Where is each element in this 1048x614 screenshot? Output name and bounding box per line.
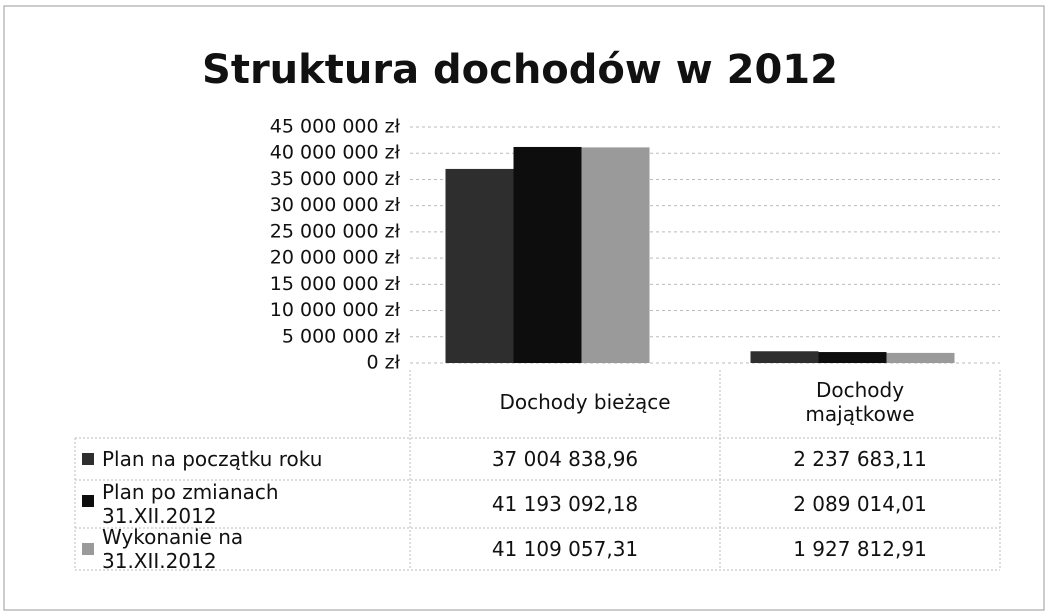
data-label: 1 927 812,91 bbox=[793, 537, 927, 561]
legend-label: Plan na początku roku bbox=[102, 447, 323, 471]
y-tick-label: 25 000 000 zł bbox=[270, 220, 401, 242]
chart-title: Struktura dochodów w 2012 bbox=[202, 47, 838, 93]
y-tick-label: 15 000 000 zł bbox=[270, 273, 401, 295]
y-tick-label: 10 000 000 zł bbox=[270, 299, 401, 321]
y-tick-label: 5 000 000 zł bbox=[282, 325, 401, 347]
bar bbox=[581, 147, 650, 363]
legend-label: Wykonanie na 31.XII.2012 bbox=[102, 525, 244, 573]
legend-label: Plan po zmianach 31.XII.2012 bbox=[102, 480, 279, 528]
y-tick-label: 45 000 000 zł bbox=[270, 116, 401, 138]
data-label: 2 089 014,01 bbox=[793, 492, 927, 516]
data-label: 37 004 838,96 bbox=[491, 447, 639, 471]
y-tick-label: 35 000 000 zł bbox=[270, 168, 401, 190]
bar bbox=[886, 352, 955, 363]
y-tick-label: 0 zł bbox=[366, 352, 400, 374]
legend-key bbox=[82, 495, 94, 507]
bar bbox=[818, 352, 887, 363]
data-label: 41 193 092,18 bbox=[491, 492, 639, 516]
bar bbox=[513, 146, 582, 363]
bar bbox=[750, 351, 819, 363]
category-label: Dochody majątkowe bbox=[805, 378, 915, 426]
chart-border bbox=[3, 5, 1045, 611]
data-label: 2 237 683,11 bbox=[793, 447, 927, 471]
category-label: Dochody bieżące bbox=[499, 390, 671, 414]
legend-key bbox=[82, 453, 94, 465]
bar bbox=[445, 168, 514, 363]
y-tick-label: 20 000 000 zł bbox=[270, 247, 401, 269]
data-label: 41 109 057,31 bbox=[491, 537, 639, 561]
legend-key bbox=[82, 543, 94, 555]
y-tick-label: 40 000 000 zł bbox=[270, 142, 401, 164]
y-tick-label: 30 000 000 zł bbox=[270, 194, 401, 216]
